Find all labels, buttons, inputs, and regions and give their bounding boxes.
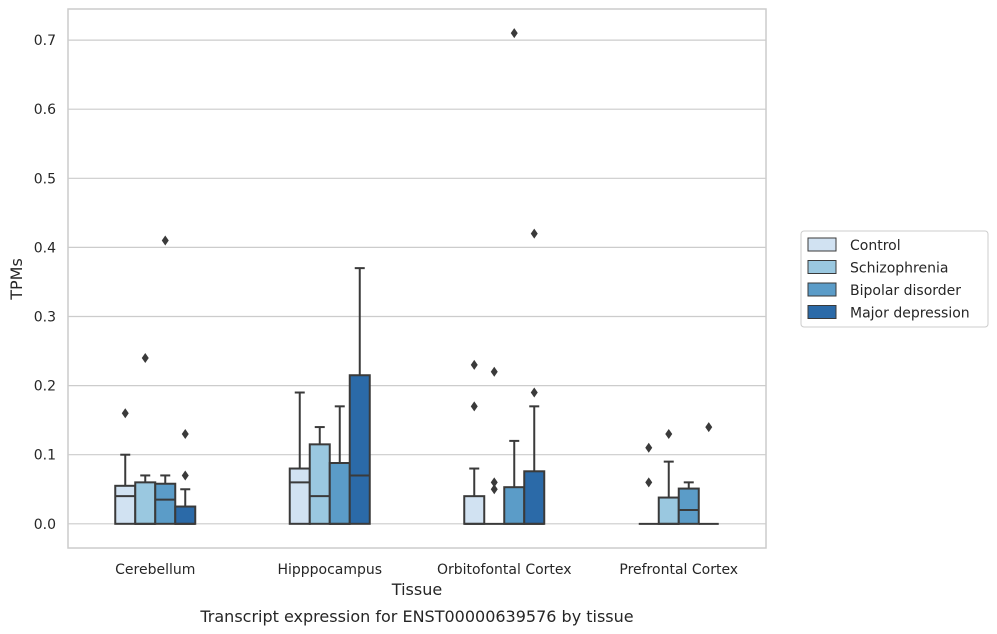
x-tick-label: Cerebellum [115,562,195,578]
y-tick-label: 0.4 [34,240,56,256]
x-tick-label: Hipppocampus [277,562,382,578]
outlier-point [645,442,653,453]
y-tick-labels: 0.0 0.1 0.2 0.3 0.4 0.5 0.6 0.7 [34,33,56,533]
y-axis-label: TPMs [7,258,26,301]
outlier-point [490,477,498,488]
outlier-point [181,428,189,439]
outlier-point [490,484,498,495]
legend-swatch [807,260,837,274]
outlier-point [470,401,478,412]
legend-label: Control [850,238,901,254]
x-axis-label: Tissue [391,580,442,599]
box [328,462,351,525]
box-group-cerebellum [114,235,197,525]
legend-swatch [807,282,837,297]
outlier-point [490,366,498,377]
outlier-point [181,470,189,481]
y-tick-label: 0.5 [34,171,56,187]
x-tick-label: Prefrontal Cortex [619,562,738,578]
y-tick-label: 0.1 [34,448,56,464]
x-tick-labels: Cerebellum Hipppocampus Orbitofontal Corte… [115,562,738,578]
y-tick-label: 0.2 [34,379,56,395]
outlier-point [530,228,538,239]
box [288,467,311,525]
box [308,443,331,525]
y-tick-label: 0.0 [34,517,56,533]
box [503,486,526,525]
outlier-point [470,359,478,370]
legend-swatch [807,237,837,252]
box [348,374,371,525]
box-group-hipppocampus [288,267,371,525]
outlier-point [161,235,169,246]
outlier-point [530,387,538,398]
outlier-point [645,477,653,488]
legend: Control Schizophrenia Bipolar disorder Majo… [800,230,989,328]
y-tick-label: 0.3 [34,310,56,326]
legend-label: Schizophrenia [850,261,948,277]
outlier-point [665,428,673,439]
box-group-prefrontal-cortex [638,422,719,525]
box [134,481,157,525]
outlier-point [121,408,129,419]
outlier-point [510,28,518,39]
y-tick-label: 0.7 [34,33,56,49]
legend-label: Major depression [850,306,970,322]
y-tick-label: 0.6 [34,102,56,118]
box [154,482,177,525]
plot-frame [67,8,767,549]
box-group-orbitofontal-cortex [463,28,546,525]
box-groups [114,28,719,525]
legend-label: Bipolar disorder [850,283,961,299]
chart-caption: Transcript expression for ENST0000063957… [199,607,633,626]
legend-frame [800,230,989,328]
box [677,487,700,525]
outlier-point [141,352,149,363]
x-tick-label: Orbitofontal Cortex [437,562,572,578]
box [523,470,546,525]
box [174,505,197,525]
box [114,484,137,525]
outlier-point [705,422,713,433]
legend-swatch [807,305,837,319]
box [463,495,486,525]
box [657,496,680,525]
